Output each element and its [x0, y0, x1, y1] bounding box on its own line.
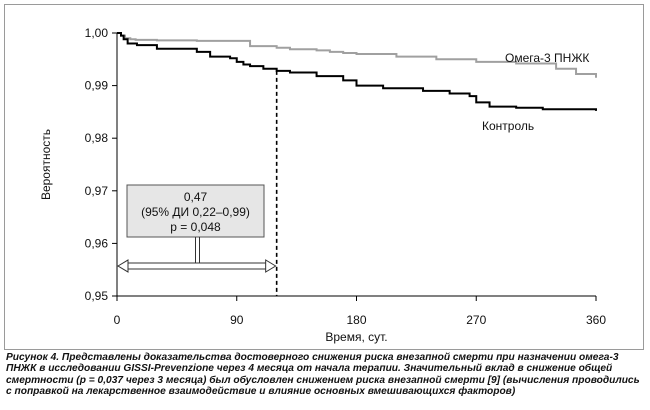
x-axis-title: Время, сут.	[325, 330, 387, 344]
y-tick-label: 0,97	[85, 184, 109, 198]
x-tick-label: 360	[586, 313, 606, 327]
legend-label-control: Контроль	[482, 119, 534, 133]
chart-svg: 0,95 0,96 0,97 0,98 0,99 1,00 0 90 180 270 360 Оме…	[39, 26, 607, 344]
chart-frame	[4, 4, 644, 350]
caption-lead: Рисунок 4.	[6, 352, 60, 363]
series-layer: Омега-3 ПНЖК Контроль	[117, 32, 597, 133]
annotation-box	[126, 184, 265, 238]
x-tick-label: 0	[114, 313, 121, 327]
x-tick-label: 90	[230, 313, 244, 327]
series-line-control	[117, 32, 597, 111]
y-tick-label: 0,95	[85, 289, 109, 303]
y-tick-label: 0,99	[85, 79, 109, 93]
y-tick-label: 0,98	[85, 131, 109, 145]
annotation-line: (95% ДИ 0,22–0,99)	[141, 205, 250, 219]
span-arrow-left-head	[117, 259, 129, 273]
y-tick-label: 0,96	[85, 236, 109, 250]
annotation-line: p = 0,048	[170, 220, 221, 234]
y-tick-label: 1,00	[85, 26, 109, 40]
legend-label-omega3: Омега-3 ПНЖК	[505, 51, 589, 65]
span-arrow-right-head	[265, 259, 277, 273]
figure-caption: Рисунок 4. Представлены доказательства д…	[6, 352, 646, 398]
annotation-line: 0,47	[184, 190, 208, 204]
x-tick-label: 180	[346, 313, 366, 327]
axes-layer: 0,95 0,96 0,97 0,98 0,99 1,00 0 90 180 270 360	[85, 26, 607, 327]
series-line-omega3	[117, 32, 597, 78]
annotation-layer: 0,47(95% ДИ 0,22–0,99)p = 0,048	[117, 70, 278, 296]
caption-text: Представлены доказательства достоверного…	[6, 352, 640, 398]
x-tick-label: 270	[466, 313, 486, 327]
y-axis-title: Вероятность	[39, 129, 53, 200]
